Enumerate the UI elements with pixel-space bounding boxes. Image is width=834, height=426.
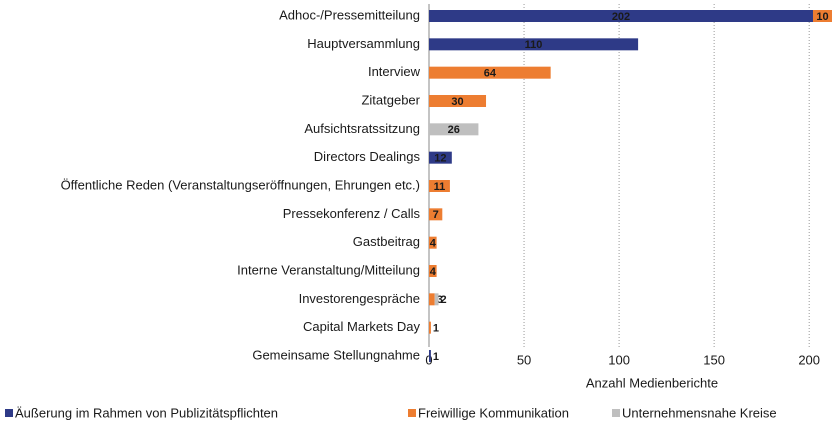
- x-tick-label: 100: [608, 352, 630, 367]
- bar: [429, 66, 551, 79]
- value-label: 12: [434, 153, 446, 165]
- y-tick-label: Gemeinsame Stellungnahme: [252, 347, 420, 362]
- value-label: 4: [430, 238, 437, 250]
- value-label: 30: [451, 96, 463, 108]
- x-tick-label: 50: [517, 352, 531, 367]
- y-tick-label: Adhoc-/Pressemitteilung: [279, 7, 420, 22]
- legend-label: Äußerung im Rahmen von Publizitätspflich…: [15, 405, 278, 420]
- bar: [429, 123, 479, 136]
- bar: [429, 208, 443, 221]
- bar: [429, 95, 487, 107]
- y-tick-label: Interview: [368, 64, 421, 79]
- value-label: 3: [437, 294, 443, 306]
- bar: [429, 10, 813, 22]
- y-tick-label: Aufsichtsratssitzung: [304, 121, 420, 136]
- y-tick-label: Interne Veranstaltung/Mitteilung: [237, 262, 420, 277]
- value-label: 11: [434, 181, 446, 193]
- bar: [434, 293, 439, 306]
- y-tick-label: Pressekonferenz / Calls: [283, 206, 421, 221]
- value-label: 4: [430, 266, 437, 278]
- legend-swatch: [5, 409, 13, 417]
- x-tick-label: 150: [703, 352, 725, 367]
- value-label: 2: [441, 294, 447, 306]
- y-tick-label: Hauptversammlung: [307, 36, 420, 51]
- value-label: 202: [612, 11, 630, 23]
- value-label: 1: [433, 323, 439, 335]
- x-axis-label: Anzahl Medienberichte: [586, 375, 718, 390]
- bar: [429, 180, 450, 192]
- bar: [429, 151, 452, 164]
- legend-label: Freiwillige Kommunikation: [418, 405, 569, 420]
- bar: [429, 38, 639, 51]
- bar: [429, 293, 435, 306]
- value-label: 110: [525, 39, 543, 51]
- value-label: 64: [484, 68, 497, 80]
- y-tick-label: Gastbeitrag: [353, 234, 420, 249]
- y-tick-label: Directors Dealings: [314, 149, 421, 164]
- bar: [429, 321, 431, 334]
- legend-swatch: [408, 409, 416, 417]
- bar: [429, 265, 437, 277]
- value-label: 10: [816, 11, 828, 23]
- y-tick-label: Investorengespräche: [299, 291, 420, 306]
- legend-label: Unternehmensnahe Kreise: [622, 405, 777, 420]
- y-tick-label: Capital Markets Day: [303, 319, 421, 334]
- bar: [429, 236, 437, 249]
- y-tick-label: Öffentliche Reden (Veranstaltungseröffnu…: [61, 177, 420, 192]
- value-label: 7: [433, 209, 439, 221]
- bar: [429, 350, 431, 362]
- x-tick-label: 200: [798, 352, 820, 367]
- legend-swatch: [612, 409, 620, 417]
- bar: [812, 10, 832, 22]
- y-tick-label: Zitatgeber: [361, 92, 420, 107]
- value-label: 1: [433, 351, 439, 363]
- value-label: 26: [448, 124, 460, 136]
